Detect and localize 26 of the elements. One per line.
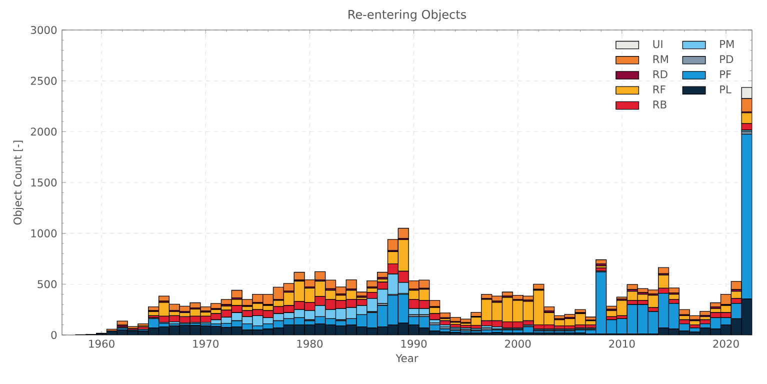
legend-label: PF — [720, 70, 732, 78]
legend-label: RB — [653, 100, 666, 108]
legend-label: PD — [720, 55, 734, 64]
y-axis-title: Object Count [-] — [13, 140, 24, 225]
legend-label: PM — [720, 40, 734, 48]
legend-label: UI — [653, 40, 662, 48]
x-tick-label: 1980 — [297, 340, 323, 348]
legend-label: PL — [720, 85, 732, 94]
y-tick-label: 500 — [38, 280, 57, 288]
legend-label: RD — [653, 70, 668, 78]
x-tick-label: 1990 — [401, 340, 427, 348]
legend-label: RM — [653, 55, 668, 64]
x-axis-title: Year — [396, 354, 418, 362]
x-tick-label: 2020 — [713, 340, 739, 348]
y-tick-label: 2000 — [30, 128, 57, 136]
x-tick-label: 2010 — [609, 340, 635, 348]
y-tick-label: 2500 — [30, 76, 57, 85]
x-tick-label: 1960 — [89, 340, 114, 348]
y-tick-label: 1000 — [31, 229, 57, 238]
y-tick-label: 1500 — [31, 178, 57, 187]
legend-label: RF — [653, 85, 666, 94]
x-tick-label: 1970 — [193, 340, 218, 348]
x-tick-label: 2000 — [505, 340, 531, 348]
chart-title: Re-entering Objects — [348, 10, 466, 22]
y-tick-label: 0 — [51, 330, 57, 340]
y-tick-label: 3000 — [30, 26, 57, 34]
